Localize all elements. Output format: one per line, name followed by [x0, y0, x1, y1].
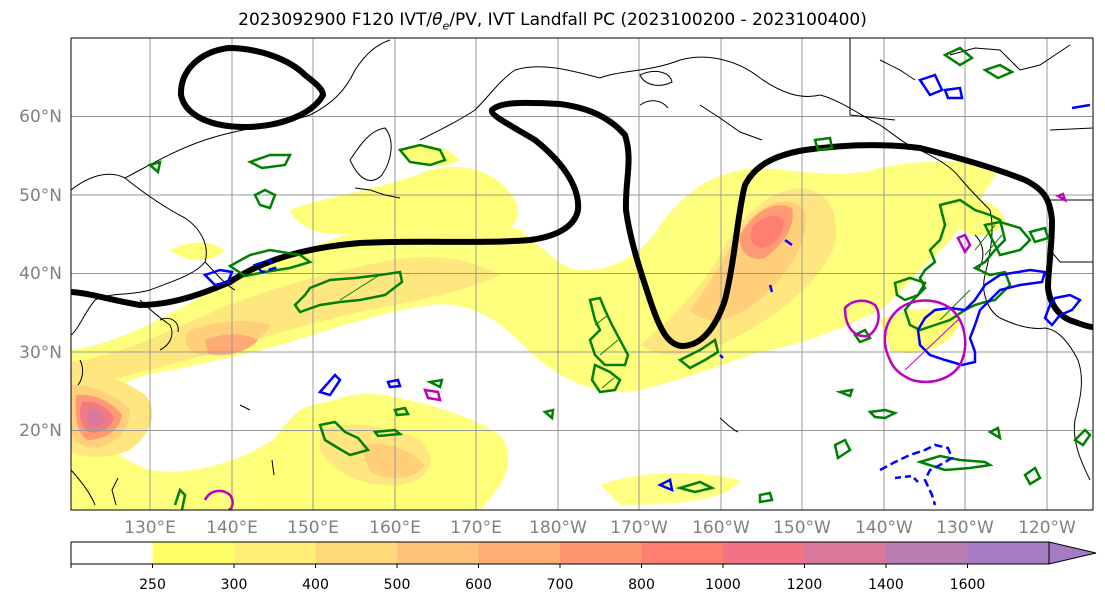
latitude-labels: 60°N 50°N 40°N 30°N 20°N: [19, 107, 62, 441]
colorbar-bin: [641, 542, 724, 564]
map-title: 2023092900 F120 IVT/θe/PV, IVT Landfall …: [0, 10, 1105, 32]
lat-label: 60°N: [19, 107, 62, 127]
colorbar-bin: [804, 542, 887, 564]
colorbar-tick-label: 1200: [787, 577, 823, 593]
colorbar-tick-label: 400: [302, 577, 329, 593]
lon-label: 170°W: [610, 518, 668, 538]
lon-label: 140°E: [206, 518, 258, 538]
lon-label: 130°E: [124, 518, 176, 538]
lat-label: 40°N: [19, 264, 62, 284]
colorbar-bin: [152, 542, 235, 564]
green-contours: [147, 46, 1092, 510]
colorbar-bin: [886, 542, 968, 564]
colorbar-bin: [71, 542, 153, 564]
colorbar-tick-label: 300: [221, 577, 248, 593]
colorbar-tick-label: 500: [384, 577, 411, 593]
lat-label: 50°N: [19, 186, 62, 206]
lon-label: 170°E: [450, 518, 502, 538]
lon-label: 180°W: [529, 518, 587, 538]
lon-label: 160°E: [369, 518, 421, 538]
green-hatching: [339, 224, 1003, 389]
colorbar-bin: [723, 542, 805, 564]
longitude-labels: 130°E 140°E 150°E 160°E 170°E 180°W 170°…: [124, 518, 1076, 538]
ivt-shading: [71, 144, 1005, 510]
colorbar-bin: [397, 542, 479, 564]
lat-label: 20°N: [19, 421, 62, 441]
title-theta: θ: [432, 10, 443, 30]
lat-label: 30°N: [19, 343, 62, 363]
lon-label: 150°W: [773, 518, 831, 538]
map-frame: [70, 37, 1094, 511]
lon-label: 120°W: [1018, 518, 1076, 538]
title-prefix: 2023092900 F120 IVT/: [238, 10, 433, 30]
pv-contours: [71, 44, 1093, 350]
lon-label: 140°W: [855, 518, 913, 538]
lon-label: 150°E: [287, 518, 339, 538]
colorbar-bin: [967, 542, 1050, 564]
colorbar-bin: [315, 542, 398, 564]
colorbar-tick-label: 700: [547, 577, 574, 593]
colorbar-bin: [234, 542, 316, 564]
colorbar-extend-arrow: [1048, 541, 1097, 565]
title-theta-subscript: e: [442, 19, 450, 33]
colorbar-tick-label: 1400: [868, 577, 904, 593]
lon-label: 160°W: [692, 518, 750, 538]
colorbar-bin: [478, 542, 561, 564]
map-area: [71, 38, 1093, 510]
title-suffix: /PV, IVT Landfall PC (2023100200 - 20231…: [449, 10, 867, 30]
colorbar-bin: [560, 542, 642, 564]
blue-contours: [202, 73, 1091, 506]
ivt-colorbar: 250 300 400 500 600 700 800 1000 1200 1400 1600: [70, 541, 1097, 593]
colorbar-tick-label: 800: [628, 577, 655, 593]
colorbar-tick-label: 250: [139, 577, 166, 593]
lon-label: 130°W: [936, 518, 994, 538]
colorbar-tick-label: 1000: [705, 577, 741, 593]
magenta-hatch: [904, 317, 961, 371]
colorbar-tick-label: 1600: [950, 577, 986, 593]
magenta-contours: [203, 192, 1068, 510]
colorbar-tick-label: 600: [465, 577, 492, 593]
